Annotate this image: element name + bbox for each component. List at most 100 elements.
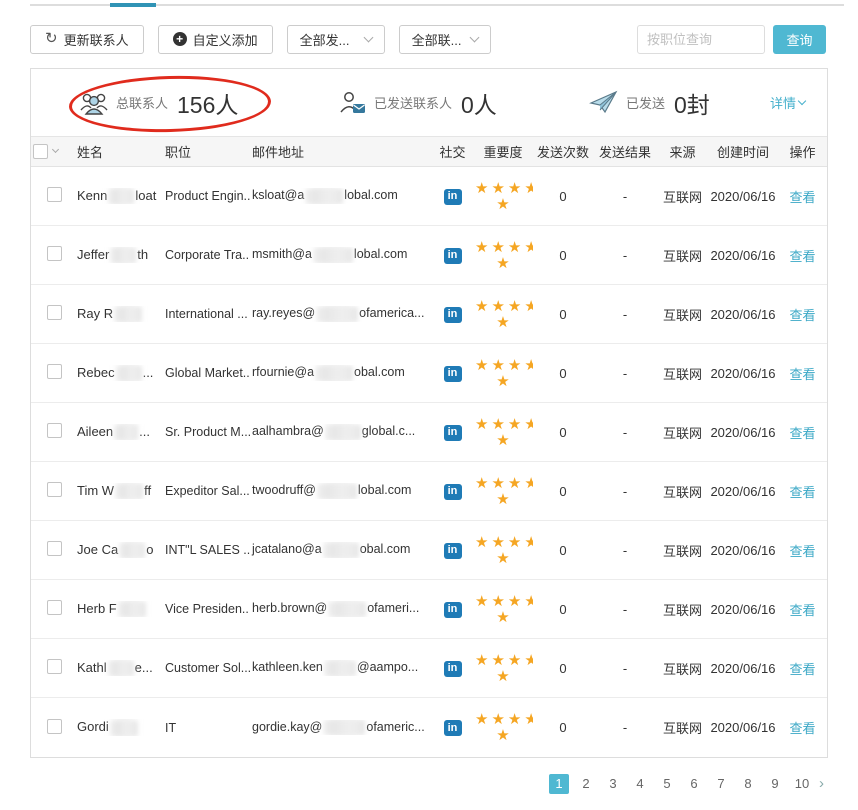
linkedin-icon[interactable]: in [443,188,462,205]
table-header: 姓名 职位 邮件地址 社交 重要度 发送次数 发送结果 来源 创建时间 操作 [31,137,827,167]
view-link[interactable]: 查看 [789,248,816,264]
send-filter-dropdown[interactable]: 全部发... [286,24,385,54]
created-time: 2020/06/16 [710,306,776,322]
send-result: - [622,660,628,676]
linkedin-icon[interactable]: in [443,601,462,618]
star-icon: ★ [496,254,510,271]
page-button-8[interactable]: 8 [744,776,752,791]
star-icon: ★ [496,608,510,625]
header-email: 邮件地址 [252,145,305,160]
send-count: 0 [559,720,567,735]
page-button-4[interactable]: 4 [636,776,644,791]
linkedin-icon[interactable]: in [443,483,462,500]
details-link[interactable]: 详情 [770,93,807,112]
row-checkbox[interactable] [47,482,62,497]
sent-contacts-label: 已发送联系人 [374,96,453,111]
view-link[interactable]: 查看 [789,484,816,500]
row-checkbox[interactable] [47,187,62,202]
view-link[interactable]: 查看 [789,307,816,323]
row-checkbox[interactable] [47,423,62,438]
paper-plane-icon [589,90,619,116]
importance-stars: ★★★★ ★ [473,476,533,507]
view-link[interactable]: 查看 [789,721,816,736]
send-count: 0 [559,188,567,204]
contact-position: INT"L SALES ... [165,543,250,557]
linkedin-icon[interactable]: in [443,247,462,264]
table-row: Ray R International ... ray.reyes@ ofamer… [31,285,827,344]
position-search-input[interactable] [637,24,765,54]
page-button-7[interactable]: 7 [717,776,725,791]
importance-stars: ★★★★ ★ [473,299,533,330]
header-importance: 重要度 [483,145,523,160]
row-checkbox[interactable] [47,541,62,556]
page-button-3[interactable]: 3 [609,776,617,791]
row-checkbox[interactable] [47,305,62,320]
view-link[interactable]: 查看 [789,661,816,677]
select-all-checkbox[interactable] [33,144,48,159]
importance-stars: ★★★★ ★ [473,240,533,271]
created-time: 2020/06/16 [710,188,776,204]
redaction-blur [323,720,366,736]
view-link[interactable]: 查看 [789,189,816,205]
view-link[interactable]: 查看 [789,425,816,441]
star-icon: ★ [496,727,510,743]
send-count: 0 [559,365,567,381]
next-page-button[interactable]: › [819,775,824,792]
header-name: 姓名 [77,145,104,160]
star-icons: ★★★★ [475,239,533,256]
table-row: Kathl e... Customer Sol... kathleen.ken @a… [31,639,827,698]
stats-bar: 总联系人 156人 已发送联系人 0人 已发送 [31,69,827,137]
refresh-icon: ↻ [45,29,58,47]
page-button-10[interactable]: 10 [794,776,810,791]
total-contacts-value: 156人 [177,91,239,118]
star-icons: ★★★★ [475,593,533,610]
stat-sent-contacts: 已发送联系人 0人 [339,86,589,120]
created-time: 2020/06/16 [710,247,776,263]
linkedin-icon[interactable]: in [443,720,462,737]
contact-position: International ... [165,307,248,321]
view-link[interactable]: 查看 [789,602,816,618]
linkedin-icon[interactable]: in [443,542,462,559]
linkedin-icon[interactable]: in [443,424,462,441]
row-checkbox[interactable] [47,718,62,734]
sent-mails-label: 已发送 [626,96,666,111]
star-icon: ★ [496,313,510,330]
contact-name: Herb F [75,601,163,618]
header-send-count: 发送次数 [536,145,589,160]
star-icons: ★★★★ [475,712,533,728]
row-checkbox[interactable] [47,246,62,261]
contact-email: herb.brown@ ofameri... [252,601,420,617]
row-checkbox[interactable] [47,364,62,379]
update-contacts-button[interactable]: ↻ 更新联系人 [30,24,144,54]
contact-email: aalhambra@ global.c... [252,424,416,440]
chevron-down-icon[interactable] [51,145,60,154]
row-checkbox[interactable] [47,600,62,615]
star-icon: ★ [496,431,510,448]
page-button-1[interactable]: 1 [549,774,569,794]
star-icon: ★ [496,195,510,212]
page-button-6[interactable]: 6 [690,776,698,791]
contact-position: Customer Sol... [165,661,250,675]
tab-bar-divider [30,4,844,6]
importance-stars: ★★★★ ★ [473,358,533,389]
send-result: - [622,424,628,440]
redaction-blur [107,661,134,677]
redaction-blur [323,660,356,676]
row-checkbox[interactable] [47,659,62,674]
search-button[interactable]: 查询 [773,24,826,54]
page-button-5[interactable]: 5 [663,776,671,791]
page-button-9[interactable]: 9 [771,776,779,791]
linkedin-icon[interactable]: in [443,306,462,323]
page-button-2[interactable]: 2 [582,776,590,791]
linkedin-icon[interactable]: in [443,660,462,677]
custom-add-button[interactable]: + 自定义添加 [157,24,273,54]
contact-position: IT [165,720,177,735]
chevron-down-icon [797,96,807,105]
header-action: 操作 [789,145,816,160]
custom-add-label: 自定义添加 [192,32,258,48]
importance-stars: ★★★★ ★ [473,653,533,684]
view-link[interactable]: 查看 [789,543,816,559]
view-link[interactable]: 查看 [789,366,816,382]
contact-filter-dropdown[interactable]: 全部联... [398,24,491,54]
linkedin-icon[interactable]: in [443,365,462,382]
